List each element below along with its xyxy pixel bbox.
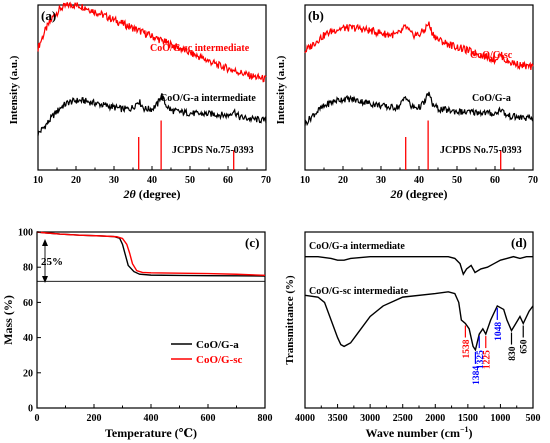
panel-b-x-ticks: 10 20 30 40 50 60 70	[300, 166, 538, 186]
panel-c-legend-label-black: CoO/G-a	[196, 339, 239, 351]
panel-a-ylabel: Intensity (a.u.)	[8, 55, 20, 124]
panel-b-ylabel: Intensity (a.u.)	[275, 55, 287, 124]
peak-label: 1048	[494, 322, 504, 341]
panel-c-y-ticks: 0 20 40 60 80 100	[18, 228, 41, 415]
panel-b-label: (b)	[308, 8, 324, 23]
x-tick-label: 4000	[295, 413, 315, 424]
panel-a-series-red	[37, 1, 267, 83]
panel-a-x-ticks: 10 20 30 40 50 60 70	[33, 166, 271, 186]
panel-c-series-red	[36, 231, 266, 276]
peak-label: 1538	[462, 339, 472, 358]
x-tick-label: 0	[35, 413, 40, 424]
panel-d-series-a-label: CoO/G-a intermediate	[309, 241, 405, 252]
x-tick-label: 50	[452, 175, 462, 186]
x-tick-label: 1000	[490, 413, 510, 424]
panel-a-reference-label: JCPDS No.75-0393	[172, 145, 254, 156]
panel-d-xlabel: Wave number (cm−1)	[366, 425, 473, 440]
peak-label: 1384	[472, 366, 482, 385]
x-tick-label: 70	[261, 175, 271, 186]
x-tick-label: 600	[201, 413, 216, 424]
panel-d-x-ticks: 4000 3500 3000 2500 2000 1500 1000 500	[295, 404, 541, 424]
x-tick-label: 800	[258, 413, 273, 424]
panel-a-reference-lines	[138, 120, 235, 170]
panel-b-series-black	[304, 91, 534, 127]
y-tick-label: 20	[23, 368, 33, 379]
y-tick-label: 100	[18, 228, 33, 239]
panel-c-label: (c)	[245, 235, 259, 250]
panel-d-frame	[304, 231, 534, 409]
peak-label: 1325	[476, 350, 486, 369]
panel-a-series-black-label: CoO/G-a intermediate	[160, 93, 256, 104]
panel-c-annotation: 25%	[41, 256, 63, 268]
panel-a-series-black	[37, 93, 267, 136]
panel-c-x-ticks: 0 200 400 600 800	[35, 404, 273, 424]
panel-b-xlabel: 2θ (degree)	[390, 187, 448, 201]
x-tick-label: 30	[109, 175, 119, 186]
x-tick-label: 30	[376, 175, 386, 186]
panel-c-legend: CoO/G-a CoO/G-sc	[171, 339, 243, 366]
panel-c-series-black	[36, 231, 266, 277]
panel-a: 10 20 30 40 50 60 70 (a) CoO/G-sc intermediate…	[8, 1, 271, 201]
panel-c-arrow-head-bottom	[42, 276, 48, 283]
panel-c-legend-label-red: CoO/G-sc	[196, 354, 243, 366]
x-tick-label: 70	[528, 175, 538, 186]
panel-a-xlabel: 2θ (degree)	[123, 187, 181, 201]
y-tick-label: 60	[23, 298, 33, 309]
panel-d-series-a	[305, 255, 533, 276]
panel-d-ylabel: Transmittance (%)	[284, 275, 296, 365]
x-tick-label: 40	[414, 175, 424, 186]
x-tick-label: 10	[300, 175, 310, 186]
panel-d-label: (d)	[511, 235, 527, 250]
y-tick-label: 0	[28, 404, 33, 415]
x-tick-label: 40	[147, 175, 157, 186]
x-tick-label: 10	[33, 175, 43, 186]
x-tick-label: 400	[144, 413, 159, 424]
x-tick-label: 50	[185, 175, 195, 186]
x-tick-label: 2000	[425, 413, 445, 424]
panel-c-xlabel: Temperature (℃)	[105, 426, 197, 440]
y-tick-label: 40	[23, 333, 33, 344]
panel-a-series-red-label: CoO/G-sc intermediate	[150, 43, 250, 54]
panel-c: 0 200 400 600 800 0 20 40 60 80 100 25% (c) CoO/G…	[1, 228, 273, 441]
x-tick-label: 500	[526, 413, 541, 424]
panel-b-reference-lines	[405, 120, 502, 170]
y-tick-label: 80	[23, 263, 33, 274]
x-tick-label: 60	[490, 175, 500, 186]
x-tick-label: 1500	[458, 413, 478, 424]
panel-b-series-red	[304, 21, 534, 71]
x-tick-label: 2500	[393, 413, 413, 424]
panel-b-series-red-label: CoO/G-sc	[470, 50, 513, 61]
x-tick-label: 200	[87, 413, 102, 424]
panel-d-series-sc	[304, 291, 534, 352]
peak-label: 1225	[482, 350, 492, 369]
panel-b-series-black-label: CoO/G-a	[472, 93, 511, 104]
peak-label: 830	[508, 346, 518, 361]
panel-c-ylabel: Mass (%)	[1, 295, 15, 345]
x-tick-label: 3500	[328, 413, 348, 424]
panel-c-arrow-head-top	[42, 239, 48, 246]
x-tick-label: 20	[71, 175, 81, 186]
x-tick-label: 20	[338, 175, 348, 186]
panel-d-series-sc-label: CoO/G-sc intermediate	[309, 286, 409, 297]
panel-a-label: (a)	[41, 8, 56, 23]
x-tick-label: 60	[223, 175, 233, 186]
panel-c-frame	[36, 231, 266, 409]
x-tick-label: 3000	[360, 413, 380, 424]
panel-b: 10 20 30 40 50 60 70 (b) CoO/G-sc CoO/G-a JCPD…	[275, 4, 538, 201]
panel-b-reference-label: JCPDS No.75-0393	[440, 145, 522, 156]
peak-label: 650	[520, 339, 530, 354]
